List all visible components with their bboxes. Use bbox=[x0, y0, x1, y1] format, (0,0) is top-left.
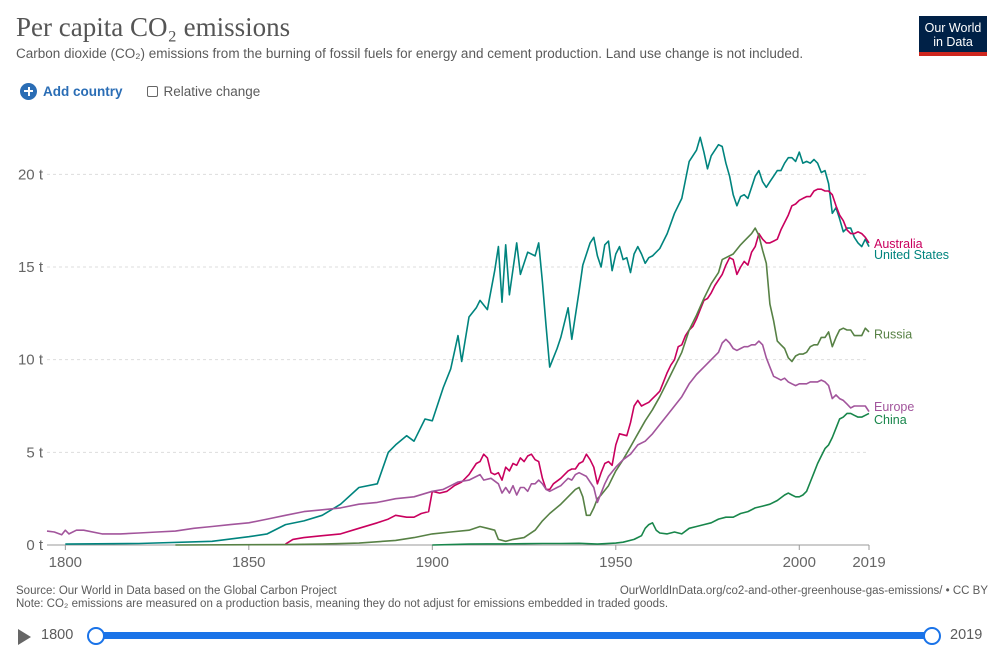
x-tick-label-4: 2000 bbox=[783, 554, 816, 571]
y-tick-label-0: 0 t bbox=[26, 537, 44, 554]
series-line-russia bbox=[175, 227, 870, 546]
relative-change-checkbox[interactable] bbox=[146, 85, 158, 97]
chart-subtitle: Carbon dioxide (CO₂) emissions from the … bbox=[16, 46, 804, 61]
timeline-track[interactable] bbox=[96, 632, 932, 639]
play-icon[interactable] bbox=[18, 629, 31, 645]
url-license-link[interactable]: OurWorldInData.org/co2-and-other-greenho… bbox=[619, 585, 988, 597]
series-label-australia: Australia bbox=[874, 237, 923, 251]
relative-change-toggle[interactable]: Relative change bbox=[146, 83, 261, 99]
chart-controls: Add country Relative change bbox=[20, 82, 260, 100]
timeline: 1800 2019 bbox=[0, 620, 1001, 651]
timeline-start-label: 1800 bbox=[41, 627, 74, 643]
x-axis: 1800 1850 1900 1950 2000 2019 bbox=[47, 544, 886, 571]
series-label-russia: Russia bbox=[874, 328, 912, 342]
line-chart: 0 t 5 t 10 t 15 t 20 t 1800 1850 1900 1950 2000 2… bbox=[18, 136, 949, 571]
plus-circle-icon bbox=[20, 82, 37, 100]
y-tick-label-3: 15 t bbox=[18, 259, 44, 276]
y-tick-label-4: 20 t bbox=[18, 166, 44, 183]
x-tick-label-2: 1900 bbox=[416, 554, 449, 571]
series-lines bbox=[46, 136, 870, 546]
x-tick-label-5: 2019 bbox=[852, 554, 885, 571]
x-tick-label-1: 1850 bbox=[232, 554, 265, 571]
y-tick-label-1: 5 t bbox=[26, 444, 44, 461]
series-line-europe bbox=[46, 338, 870, 536]
relative-change-label: Relative change bbox=[163, 83, 261, 99]
series-label-china: China bbox=[874, 413, 907, 427]
note-text: Note: CO₂ emissions are measured on a pr… bbox=[16, 598, 669, 610]
logo-line-1: Our World bbox=[924, 21, 982, 35]
y-tick-label-2: 10 t bbox=[18, 352, 44, 369]
x-tick-label-0: 1800 bbox=[49, 554, 82, 571]
add-country-label: Add country bbox=[43, 83, 123, 99]
grid-lines bbox=[47, 173, 869, 453]
chart-title: Per capita CO₂ emissions bbox=[16, 12, 291, 42]
logo-line-2: in Data bbox=[933, 35, 973, 49]
owid-logo[interactable]: Our World in Data bbox=[919, 16, 987, 56]
timeline-start-handle[interactable] bbox=[87, 627, 105, 645]
chart-footer: Source: Our World in Data based on the G… bbox=[16, 585, 988, 611]
series-line-australia bbox=[285, 188, 870, 545]
series-line-united-states bbox=[65, 136, 870, 545]
timeline-end-handle[interactable] bbox=[923, 627, 941, 645]
series-label-europe: Europe bbox=[874, 400, 914, 414]
source-text: Source: Our World in Data based on the G… bbox=[16, 585, 337, 597]
series-line-china bbox=[432, 412, 870, 546]
x-tick-label-3: 1950 bbox=[599, 554, 632, 571]
series-label-united-states: United States bbox=[874, 248, 949, 262]
y-axis-ticks: 0 t 5 t 10 t 15 t 20 t bbox=[18, 166, 44, 554]
add-country-button[interactable]: Add country bbox=[20, 82, 123, 100]
timeline-end-label: 2019 bbox=[950, 627, 983, 643]
